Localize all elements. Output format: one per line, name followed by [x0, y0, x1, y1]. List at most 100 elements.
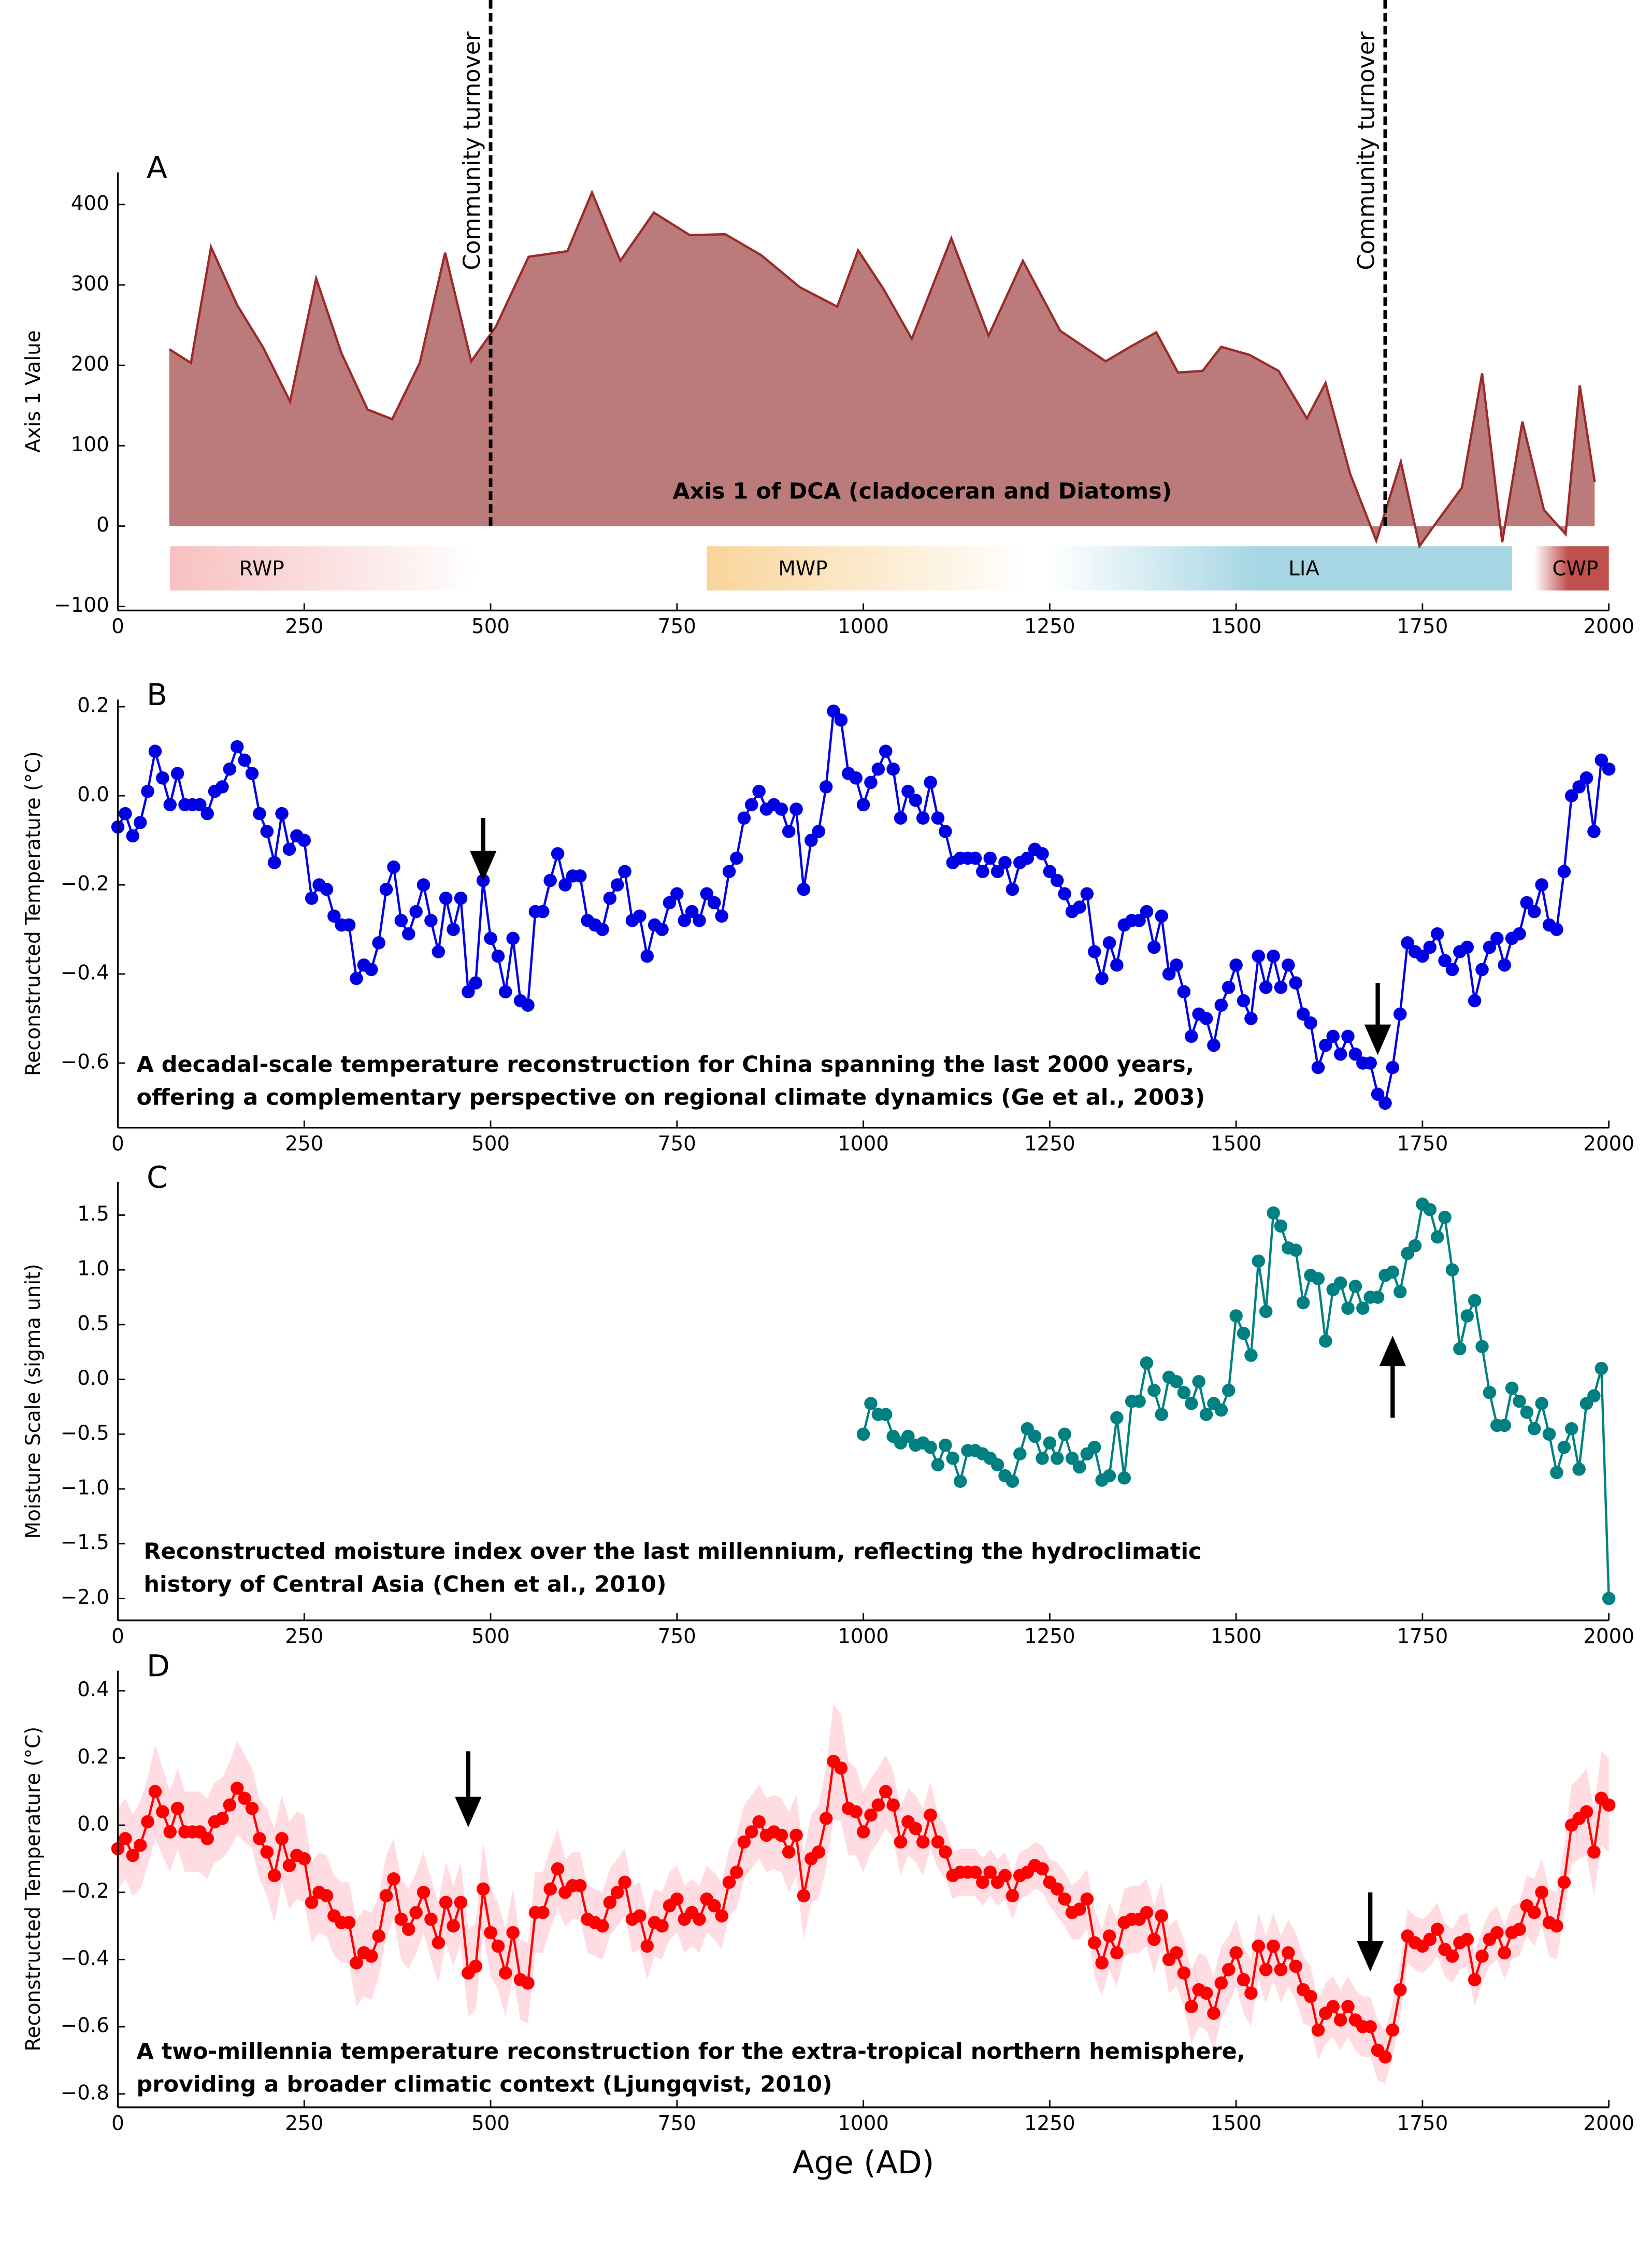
- area-outline: [168, 189, 1596, 549]
- marker: [1594, 1361, 1608, 1375]
- marker: [223, 1798, 237, 1812]
- marker: [1393, 1007, 1407, 1021]
- marker: [447, 1919, 460, 1933]
- marker: [1244, 1349, 1258, 1362]
- marker: [805, 834, 818, 847]
- marker: [1393, 1285, 1407, 1299]
- marker: [476, 1882, 490, 1896]
- marker: [1267, 949, 1280, 963]
- marker: [655, 1919, 669, 1933]
- marker: [1222, 1963, 1236, 1976]
- marker: [693, 1912, 706, 1926]
- marker: [282, 1859, 296, 1872]
- marker: [849, 771, 863, 785]
- marker: [1207, 2006, 1220, 2020]
- x-tick-label: 500: [471, 615, 510, 638]
- marker: [931, 811, 945, 825]
- marker: [1378, 2050, 1392, 2064]
- marker: [1140, 1905, 1154, 1919]
- marker: [297, 834, 311, 847]
- marker: [789, 802, 803, 816]
- period-label: RWP: [239, 557, 284, 580]
- marker: [1252, 1939, 1266, 1953]
- marker: [1259, 981, 1273, 994]
- marker: [1587, 1389, 1601, 1403]
- marker: [1341, 1029, 1355, 1043]
- marker: [469, 976, 483, 990]
- y-tick-label: −1.5: [61, 1531, 109, 1554]
- marker: [521, 1976, 535, 1990]
- x-tick-label: 0: [111, 1625, 124, 1648]
- marker: [223, 762, 237, 776]
- marker: [1460, 1932, 1474, 1946]
- marker: [156, 771, 169, 785]
- marker: [200, 1832, 214, 1845]
- marker: [1423, 940, 1437, 954]
- marker: [200, 807, 214, 821]
- marker: [1095, 971, 1109, 985]
- marker: [894, 811, 908, 825]
- marker: [305, 892, 319, 905]
- y-tick-label: 0.2: [77, 1745, 109, 1769]
- marker: [909, 793, 923, 807]
- marker: [1572, 1463, 1586, 1476]
- marker: [372, 1929, 385, 1943]
- marker: [998, 856, 1012, 869]
- marker: [834, 713, 848, 727]
- marker: [953, 1474, 967, 1488]
- marker: [1087, 1440, 1101, 1454]
- y-tick-label: 0.4: [77, 1678, 109, 1701]
- marker: [387, 1872, 400, 1886]
- y-tick-label: 0.0: [77, 1367, 109, 1390]
- marker: [1117, 1471, 1131, 1485]
- marker: [454, 1896, 468, 1909]
- marker: [1430, 1923, 1444, 1936]
- marker: [424, 914, 438, 927]
- y-tick-label: 1.0: [77, 1257, 109, 1281]
- marker: [327, 909, 341, 923]
- marker: [394, 914, 408, 927]
- marker: [1132, 914, 1146, 927]
- marker: [939, 1438, 952, 1452]
- marker: [1423, 1203, 1437, 1216]
- x-tick-label: 750: [658, 1625, 696, 1648]
- marker: [320, 882, 334, 896]
- marker: [931, 1835, 945, 1849]
- marker: [1513, 1395, 1526, 1408]
- marker: [439, 1896, 453, 1909]
- x-tick-label: 2000: [1583, 1625, 1634, 1648]
- x-tick-label: 1500: [1211, 2112, 1262, 2135]
- x-tick-label: 2000: [1583, 615, 1634, 638]
- marker: [491, 949, 505, 963]
- marker: [1147, 940, 1161, 954]
- marker: [1304, 1016, 1317, 1030]
- period-label: CWP: [1552, 557, 1598, 580]
- marker: [879, 1785, 893, 1798]
- marker: [1430, 927, 1444, 941]
- marker: [342, 1916, 356, 1929]
- marker: [253, 1832, 266, 1845]
- marker: [789, 1828, 803, 1842]
- y-tick-label: 0: [96, 513, 109, 537]
- period-label: MWP: [778, 557, 827, 580]
- marker: [1557, 1440, 1571, 1454]
- marker: [1356, 1301, 1370, 1315]
- marker: [1013, 1447, 1027, 1461]
- marker: [409, 905, 423, 919]
- marker: [238, 753, 251, 767]
- marker: [267, 856, 281, 869]
- x-tick-label: 750: [658, 615, 696, 638]
- marker: [401, 927, 415, 941]
- marker: [744, 798, 758, 812]
- marker: [1423, 1932, 1437, 1946]
- x-tick-label: 1000: [838, 615, 889, 638]
- marker: [1490, 931, 1504, 945]
- marker: [663, 896, 677, 910]
- marker: [439, 892, 453, 905]
- marker: [238, 1791, 251, 1805]
- annotation: A two-millennia temperature reconstructi…: [137, 2039, 1246, 2064]
- marker: [416, 1885, 430, 1899]
- marker: [1036, 1862, 1049, 1876]
- marker: [1579, 1805, 1593, 1818]
- marker: [976, 1875, 989, 1889]
